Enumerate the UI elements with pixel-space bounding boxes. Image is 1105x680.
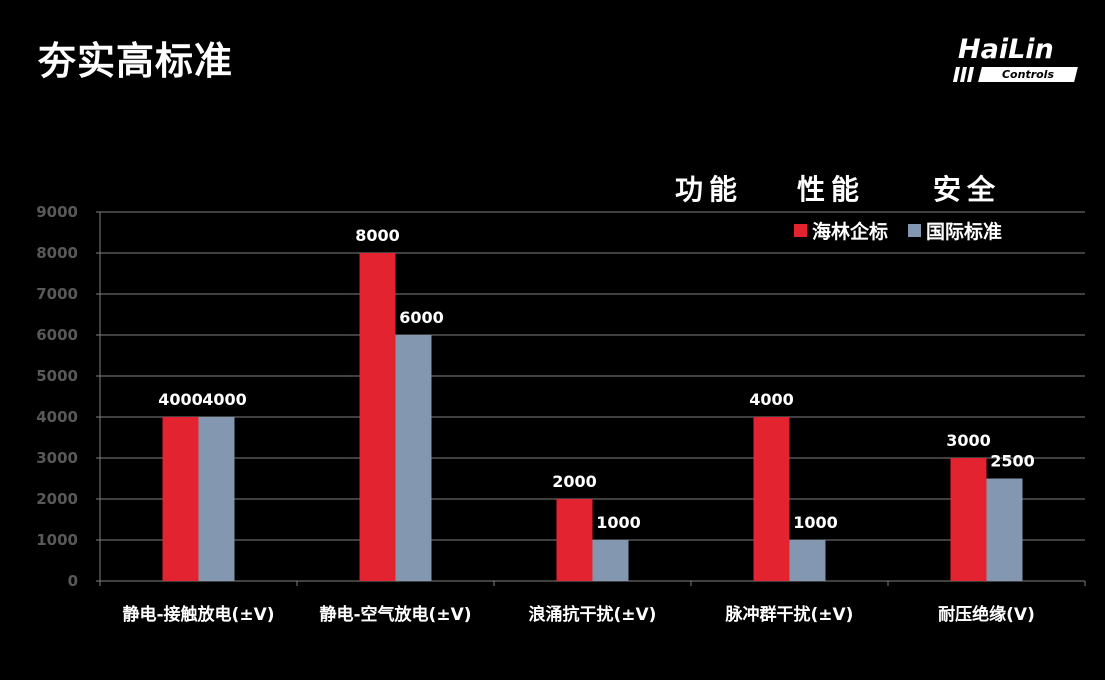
bar-series2 bbox=[395, 335, 432, 581]
heading-safety: 安全 bbox=[933, 173, 1002, 206]
bar-series1 bbox=[556, 499, 593, 581]
bar-series1 bbox=[753, 417, 790, 581]
bar-series1 bbox=[162, 417, 199, 581]
heading-function: 功能 bbox=[675, 173, 744, 206]
heading-words: 功能 性能 安全 bbox=[0, 168, 1105, 208]
data-label: 1000 bbox=[596, 513, 641, 532]
legend-swatch-series1 bbox=[794, 223, 807, 237]
y-tick-label: 4000 bbox=[36, 408, 78, 426]
data-label: 8000 bbox=[355, 226, 400, 245]
data-label: 4000 bbox=[749, 390, 794, 409]
hailin-logo: HaiLin Controls bbox=[952, 34, 1082, 88]
y-tick-label: 6000 bbox=[36, 326, 78, 344]
legend-label-series2: 国际标准 bbox=[926, 220, 1003, 243]
y-tick-label: 8000 bbox=[36, 244, 78, 262]
y-tick-label: 3000 bbox=[36, 449, 78, 467]
bar-series2 bbox=[986, 478, 1023, 581]
logo-sub-text: Controls bbox=[1001, 68, 1055, 81]
legend-item-series1: 海林企标 bbox=[794, 217, 888, 244]
bar-series1 bbox=[950, 458, 987, 581]
chart-legend: 海林企标 国际标准 bbox=[794, 217, 1022, 244]
category-label: 浪涌抗干扰(±V) bbox=[529, 604, 657, 625]
data-label: 2500 bbox=[990, 452, 1035, 471]
y-tick-label: 5000 bbox=[36, 367, 78, 385]
data-label: 2000 bbox=[552, 472, 597, 491]
category-label: 耐压绝缘(V) bbox=[938, 604, 1035, 625]
data-label: 1000 bbox=[793, 513, 838, 532]
page-title: 夯实高标准 bbox=[38, 39, 234, 83]
bar-series2 bbox=[789, 540, 826, 581]
bar-series2 bbox=[198, 417, 235, 581]
data-label: 4000 bbox=[158, 390, 203, 409]
legend-label-series1: 海林企标 bbox=[812, 220, 889, 243]
data-label: 6000 bbox=[399, 308, 444, 327]
data-label: 3000 bbox=[946, 431, 991, 450]
y-tick-label: 7000 bbox=[36, 285, 78, 303]
logo-brand-text: HaiLin bbox=[958, 34, 1054, 65]
y-tick-label: 1000 bbox=[36, 531, 78, 549]
category-label: 脉冲群干扰(±V) bbox=[725, 604, 854, 625]
legend-item-series2: 国际标准 bbox=[908, 217, 1002, 244]
heading-performance: 性能 bbox=[797, 173, 866, 206]
legend-swatch-series2 bbox=[908, 223, 922, 237]
bar-series1 bbox=[359, 253, 396, 581]
y-tick-label: 2000 bbox=[36, 490, 78, 508]
logo-stripes-icon bbox=[953, 67, 974, 82]
y-tick-label: 0 bbox=[68, 572, 78, 590]
category-label: 静电-空气放电(±V) bbox=[320, 604, 472, 625]
logo-bar: Controls bbox=[952, 67, 1080, 82]
data-label: 4000 bbox=[202, 390, 247, 409]
bar-series2 bbox=[592, 540, 629, 581]
category-label: 静电-接触放电(±V) bbox=[123, 604, 275, 625]
y-tick-label: 9000 bbox=[36, 203, 78, 221]
